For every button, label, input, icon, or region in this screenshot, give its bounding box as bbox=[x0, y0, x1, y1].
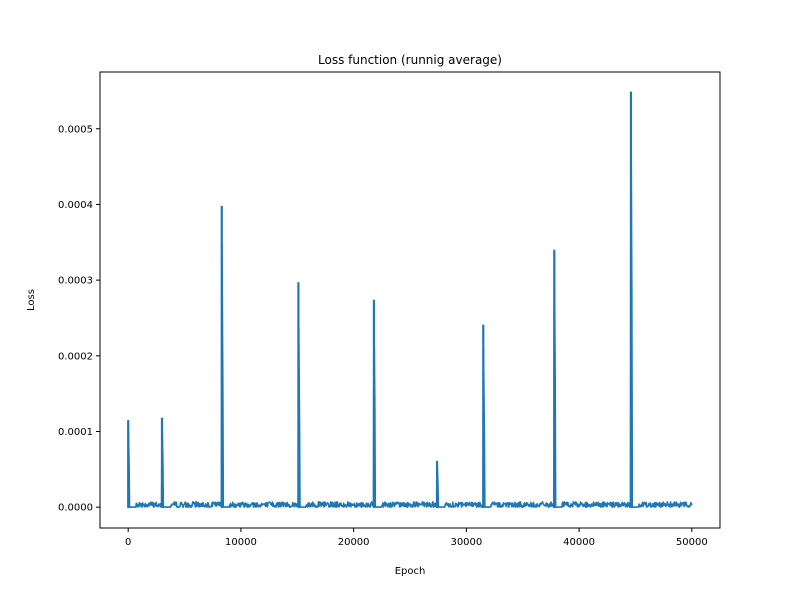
x-tick-label: 20000 bbox=[338, 537, 370, 548]
series-layer bbox=[127, 91, 693, 509]
x-tick-label: 10000 bbox=[225, 537, 257, 548]
x-tick-label: 0 bbox=[125, 537, 131, 548]
x-tick-label: 40000 bbox=[563, 537, 595, 548]
y-tick-label: 0.0000 bbox=[58, 503, 93, 514]
y-tick-label: 0.0005 bbox=[58, 124, 93, 135]
chart-title: Loss function (runnig average) bbox=[318, 53, 502, 67]
y-tick-label: 0.0004 bbox=[58, 200, 93, 211]
plot-frame bbox=[99, 71, 721, 529]
x-tick-label: 50000 bbox=[676, 537, 708, 548]
y-tick-label: 0.0003 bbox=[58, 276, 93, 287]
y-tick-label: 0.0001 bbox=[58, 427, 93, 438]
y-tick-label: 0.0002 bbox=[58, 351, 93, 362]
y-axis-label: Loss bbox=[26, 289, 37, 311]
plot-area bbox=[99, 71, 721, 529]
x-tick-label: 30000 bbox=[450, 537, 482, 548]
y-axis: 0.0000 0.0001 0.0002 0.0003 0.0004 0.0005 bbox=[58, 124, 100, 514]
x-axis-label: Epoch bbox=[395, 566, 426, 577]
x-axis: 0 10000 20000 30000 40000 50000 bbox=[125, 528, 708, 548]
